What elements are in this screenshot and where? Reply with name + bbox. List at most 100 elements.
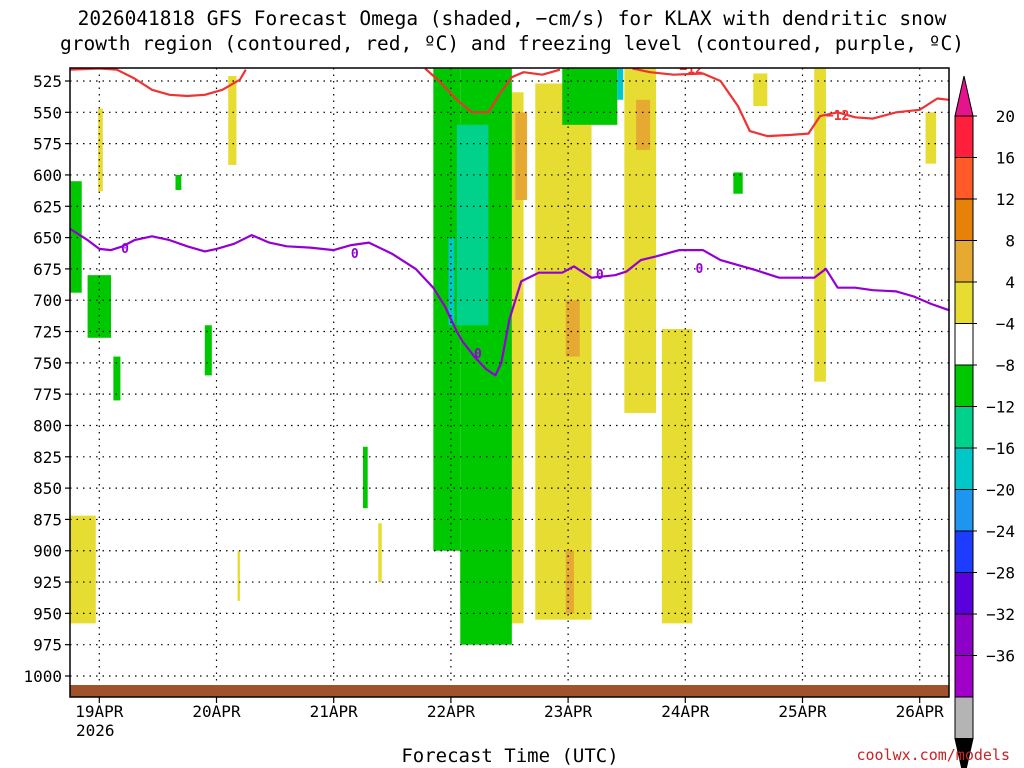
colorbar-label-6: −8 [996,356,1015,375]
y-tick-label-18: 975 [33,636,62,655]
omega-cell-4 [535,83,592,620]
y-tick-label-1: 550 [33,103,62,122]
colorbar-swatch-2 [954,198,974,241]
omega-cell-2 [98,108,103,192]
y-tick-label-7: 700 [33,291,62,310]
colorbar-label-4: 4 [1005,273,1015,292]
omega-cell-10 [237,550,240,601]
colorbar: 20 16 12 8 4 −4 −8 −12 −16 −20 −24 −28 −32 −36 [954,75,1015,768]
omega-cell-14 [565,300,580,357]
omega-cell-29 [617,68,624,100]
colorbar-label-5: −4 [996,315,1015,334]
colorbar-swatch-4 [954,281,974,324]
omega-cell-8 [661,329,693,624]
x-axis-year-label: 2026 [76,721,115,740]
contour-label-1-0: −12 [679,63,702,78]
y-tick-label-11: 800 [33,416,62,435]
contour-label-0-0: 0 [121,242,129,257]
omega-cell-22 [363,446,368,509]
colorbar-swatch-1 [954,157,974,200]
contour-label-1-1: −12 [826,109,849,124]
omega-cell-1 [228,75,237,165]
y-tick-label-3: 600 [33,166,62,185]
colorbar-label-11: −28 [986,564,1015,583]
colorbar-swatch-7 [954,406,974,449]
contour-1-segment-2 [632,68,949,138]
y-tick-label-8: 725 [33,323,62,342]
colorbar-swatch-14 [954,696,974,739]
omega-cell-9 [378,523,382,583]
omega-cell-6 [753,73,768,107]
omega-cell-0 [70,515,96,624]
x-tick-label-3: 22APR [427,702,476,721]
y-tick-label-10: 775 [33,385,62,404]
plot-frame [69,67,950,698]
colorbar-swatch-3 [954,240,974,283]
colorbar-label-10: −24 [986,522,1015,541]
ground-surface [70,685,949,697]
omega-cell-20 [175,174,182,190]
y-tick-label-4: 625 [33,197,62,216]
y-tick-label-9: 750 [33,354,62,373]
colorbar-swatch-10 [954,530,974,573]
chart-title-line-2: growth region (contoured, red, ºC) and f… [60,32,964,55]
omega-cell-25 [562,68,618,125]
y-tick-label-5: 650 [33,229,62,248]
y-tick-label-2: 575 [33,135,62,154]
x-tick-label-5: 24APR [661,702,710,721]
contour-lines: 0 0 0 0 0 −12 −12 [70,63,949,377]
colorbar-swatch-11 [954,572,974,615]
omega-cell-16 [565,550,574,614]
colorbar-top-arrow [954,75,974,117]
colorbar-label-2: 12 [996,190,1015,209]
x-tick-label-4: 23APR [544,702,593,721]
contour-0-segment-0 [70,227,949,377]
omega-cell-13 [515,112,528,200]
grid-lines [70,68,949,697]
y-tick-label-13: 850 [33,479,62,498]
y-tick-label-0: 525 [33,72,62,91]
colorbar-label-3: 8 [1005,232,1015,251]
colorbar-label-8: −16 [986,439,1015,458]
contour-label-0-3: 0 [596,268,604,283]
x-tick-label-0: 19APR [75,702,124,721]
y-tick-label-16: 925 [33,573,62,592]
colorbar-label-9: −20 [986,481,1015,500]
x-tick-label-6: 25APR [778,702,827,721]
colorbar-label-1: 16 [996,149,1015,168]
colorbar-swatch-5 [954,323,974,366]
chart-title-line-1: 2026041818 GFS Forecast Omega (shaded, −… [77,7,947,30]
contour-1-segment-1 [424,68,561,114]
y-tick-label-6: 675 [33,260,62,279]
y-axis: 525 550 575 600 625 650 675 700 725 750 775 800 825 8… [23,72,70,686]
colorbar-label-0: 20 [996,107,1015,126]
colorbar-swatch-0 [954,115,974,158]
ground-fill [70,685,949,697]
contour-1-segment-0 [70,68,247,98]
x-tick-label-7: 26APR [896,702,945,721]
x-axis-title: Forecast Time (UTC) [401,745,619,767]
y-tick-label-14: 875 [33,510,62,529]
x-tick-label-2: 21APR [310,702,359,721]
colorbar-label-7: −12 [986,398,1015,417]
colorbar-swatch-8 [954,447,974,490]
y-tick-label-17: 950 [33,604,62,623]
omega-cell-15 [636,99,651,150]
omega-cell-27 [456,124,489,326]
omega-cell-19 [113,356,121,401]
omega-shading [70,68,937,645]
omega-cell-7 [814,68,826,382]
x-tick-label-1: 20APR [192,702,241,721]
credit-link[interactable]: coolwx.com/models [856,746,1010,764]
colorbar-label-12: −32 [986,605,1015,624]
omega-cell-12 [925,112,937,164]
colorbar-swatch-6 [954,364,974,407]
colorbar-bottom-arrow [954,738,974,768]
colorbar-swatch-13 [954,655,974,698]
y-tick-label-15: 900 [33,542,62,561]
omega-cell-17 [70,181,82,293]
omega-cell-28 [448,237,455,326]
omega-cell-26 [733,172,743,194]
omega-cell-21 [204,325,212,376]
colorbar-label-13: −36 [986,647,1015,666]
